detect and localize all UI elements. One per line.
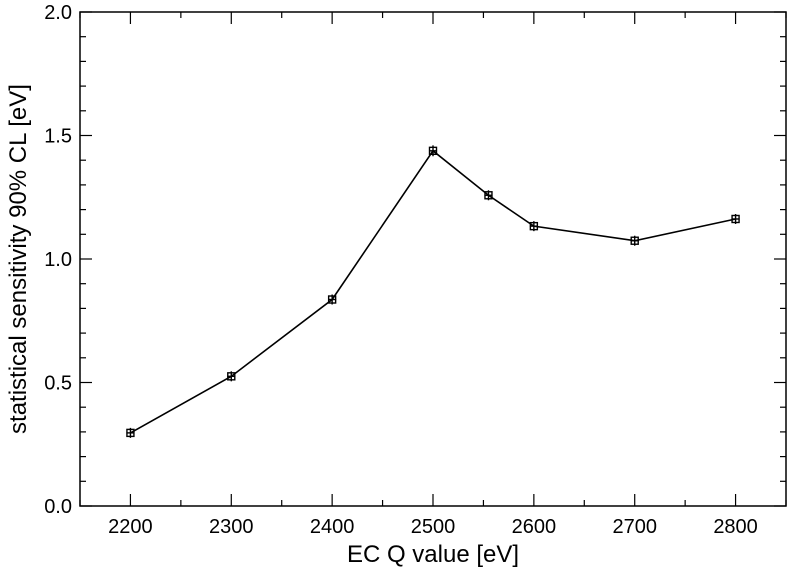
x-tick-label: 2700 — [612, 516, 657, 538]
x-axis-title: EC Q value [eV] — [347, 541, 519, 568]
y-tick-label: 0.0 — [44, 496, 72, 518]
data-point-marker — [227, 372, 236, 381]
axis-tick-labels: 2200 2300 2400 2500 2600 2700 2800 0.0 0.5 1.0 1.5… — [44, 2, 758, 538]
data-point-marker — [428, 146, 438, 156]
x-tick-label: 2300 — [209, 516, 254, 538]
y-tick-label: 1.5 — [44, 126, 72, 148]
x-tick-label: 2400 — [310, 516, 355, 538]
data-point-marker — [529, 221, 539, 231]
data-point-marker — [630, 236, 639, 245]
y-axis-title: statistical sensitivity 90% CL [eV] — [5, 84, 32, 434]
plot-frame — [79, 11, 787, 507]
y-tick-label: 2.0 — [44, 2, 72, 24]
data-point-marker — [126, 428, 135, 438]
x-tick-label: 2600 — [512, 516, 557, 538]
x-tick-label: 2200 — [108, 516, 153, 538]
axis-ticks — [79, 11, 787, 507]
y-tick-label: 0.5 — [44, 373, 72, 395]
x-tick-label: 2800 — [713, 516, 758, 538]
series-line — [130, 149, 736, 434]
data-point-marker — [327, 295, 337, 304]
x-tick-label: 2500 — [411, 516, 456, 538]
series-layer — [126, 145, 740, 438]
y-tick-label: 1.0 — [44, 249, 72, 271]
data-point-marker — [731, 214, 740, 224]
data-point-marker — [484, 191, 493, 200]
